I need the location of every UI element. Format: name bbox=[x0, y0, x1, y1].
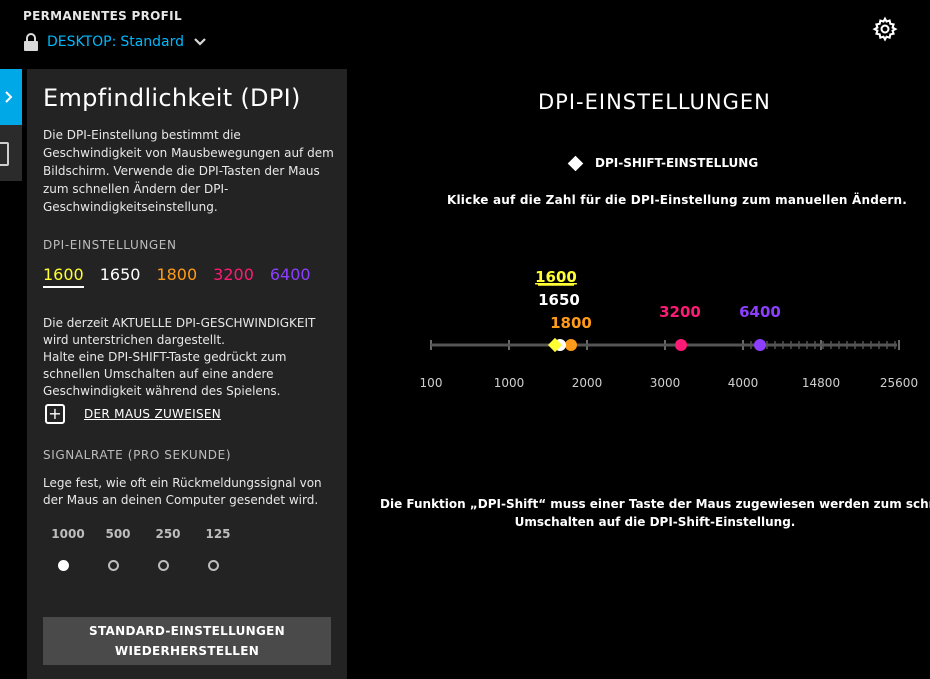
slider-label-1650[interactable]: 1650 bbox=[538, 291, 580, 309]
report-rate-radio-1000[interactable] bbox=[58, 560, 69, 571]
slider-label-6400[interactable]: 6400 bbox=[739, 303, 781, 321]
chevron-right-icon bbox=[5, 91, 13, 103]
report-rate-radio-125[interactable] bbox=[208, 560, 219, 571]
dpi-shift-marker[interactable] bbox=[547, 337, 563, 353]
report-rate-option-label: 250 bbox=[155, 527, 181, 541]
profile-device: DESKTOP: bbox=[47, 34, 117, 50]
chevron-down-icon[interactable] bbox=[194, 38, 206, 46]
dpi-shift-setting[interactable]: DPI-SHIFT-EINSTELLUNG bbox=[566, 155, 759, 171]
panel-tab-dpi[interactable] bbox=[0, 69, 22, 125]
slider-tick-label: 1000 bbox=[494, 376, 525, 390]
slider-tick-label: 4000 bbox=[728, 376, 759, 390]
current-dpi-info: Die derzeit AKTUELLE DPI-GESCHWINDIGKEIT… bbox=[43, 316, 316, 347]
lock-icon bbox=[24, 33, 38, 51]
dpi-slider[interactable]: 1600 1650 1800 3200 6400 100 1000 2000 3… bbox=[410, 260, 930, 400]
dpi-level-4[interactable]: 3200 bbox=[213, 265, 254, 284]
slider-tick-label: 2000 bbox=[572, 376, 603, 390]
dpi-shift-label: DPI-SHIFT-EINSTELLUNG bbox=[595, 156, 759, 170]
dpi-marker-6400[interactable] bbox=[754, 339, 766, 351]
report-rate-option-label: 1000 bbox=[51, 527, 85, 541]
dpi-shift-info-note: Die Funktion „DPI-Shift“ muss einer Tast… bbox=[380, 495, 930, 531]
panel-title: Empfindlichkeit (DPI) bbox=[43, 84, 301, 112]
dpi-info: Die derzeit AKTUELLE DPI-GESCHWINDIGKEIT… bbox=[43, 315, 343, 400]
profile-name: Standard bbox=[120, 34, 185, 50]
report-rate-option-label: 125 bbox=[205, 527, 231, 541]
panel-tab-device[interactable] bbox=[0, 125, 22, 181]
slider-label-1600[interactable]: 1600 bbox=[535, 268, 577, 286]
gear-icon[interactable] bbox=[872, 16, 898, 42]
slider-label-1800[interactable]: 1800 bbox=[550, 314, 592, 332]
slider-label-3200[interactable]: 3200 bbox=[659, 303, 701, 321]
plus-icon: + bbox=[45, 404, 65, 424]
dpi-section-label: DPI-EINSTELLUNGEN bbox=[43, 238, 177, 252]
dpi-level-5[interactable]: 6400 bbox=[269, 265, 311, 284]
assign-to-mouse-label: DER MAUS ZUWEISEN bbox=[84, 407, 222, 421]
manual-change-hint: Klicke auf die Zahl für die DPI-Einstell… bbox=[447, 193, 908, 207]
report-rate-radio-500[interactable] bbox=[108, 560, 119, 571]
dpi-marker-3200[interactable] bbox=[675, 339, 687, 351]
dpi-level-list: 1600 1650 1800 3200 6400 bbox=[43, 265, 327, 288]
main-title: DPI-EINSTELLUNGEN bbox=[538, 90, 771, 114]
diamond-icon bbox=[567, 155, 584, 171]
report-rate-radio-250[interactable] bbox=[158, 560, 169, 571]
restore-defaults-line2: WIEDERHERSTELLEN bbox=[114, 644, 260, 658]
report-rate-label: SIGNALRATE (PRO SEKUNDE) bbox=[43, 448, 232, 462]
info-line-2: Umschalten auf die DPI-Shift-Einstellung… bbox=[514, 515, 796, 529]
dpi-description: Die DPI-Einstellung bestimmt die Geschwi… bbox=[43, 128, 334, 214]
dpi-shift-info: Halte eine DPI-SHIFT-Taste gedrückt zum … bbox=[43, 350, 287, 398]
profile-label: PERMANENTES PROFIL bbox=[23, 9, 182, 23]
assign-to-mouse-button[interactable]: + DER MAUS ZUWEISEN bbox=[45, 404, 221, 424]
dpi-marker-1800[interactable] bbox=[565, 339, 577, 351]
profile-selector[interactable]: DESKTOP: Standard bbox=[23, 33, 206, 51]
device-icon bbox=[0, 142, 9, 166]
dpi-level-1[interactable]: 1600 bbox=[43, 265, 84, 288]
slider-tick-label: 100 bbox=[420, 376, 443, 390]
slider-tick-label: 25600 bbox=[880, 376, 918, 390]
restore-defaults-button[interactable]: STANDARD-EINSTELLUNGEN WIEDERHERSTELLEN bbox=[43, 617, 331, 665]
slider-tick-label: 3000 bbox=[650, 376, 681, 390]
dpi-level-2[interactable]: 1650 bbox=[99, 265, 141, 284]
report-rate-option-label: 500 bbox=[105, 527, 131, 541]
slider-tick-label: 14800 bbox=[802, 376, 840, 390]
info-line-1: Die Funktion „DPI-Shift“ muss einer Tast… bbox=[380, 497, 930, 511]
report-rate-description: Lege fest, wie oft ein Rückmeldungssigna… bbox=[43, 476, 322, 507]
restore-defaults-line1: STANDARD-EINSTELLUNGEN bbox=[89, 624, 285, 638]
settings-panel bbox=[27, 69, 347, 679]
dpi-level-3[interactable]: 1800 bbox=[156, 265, 198, 284]
